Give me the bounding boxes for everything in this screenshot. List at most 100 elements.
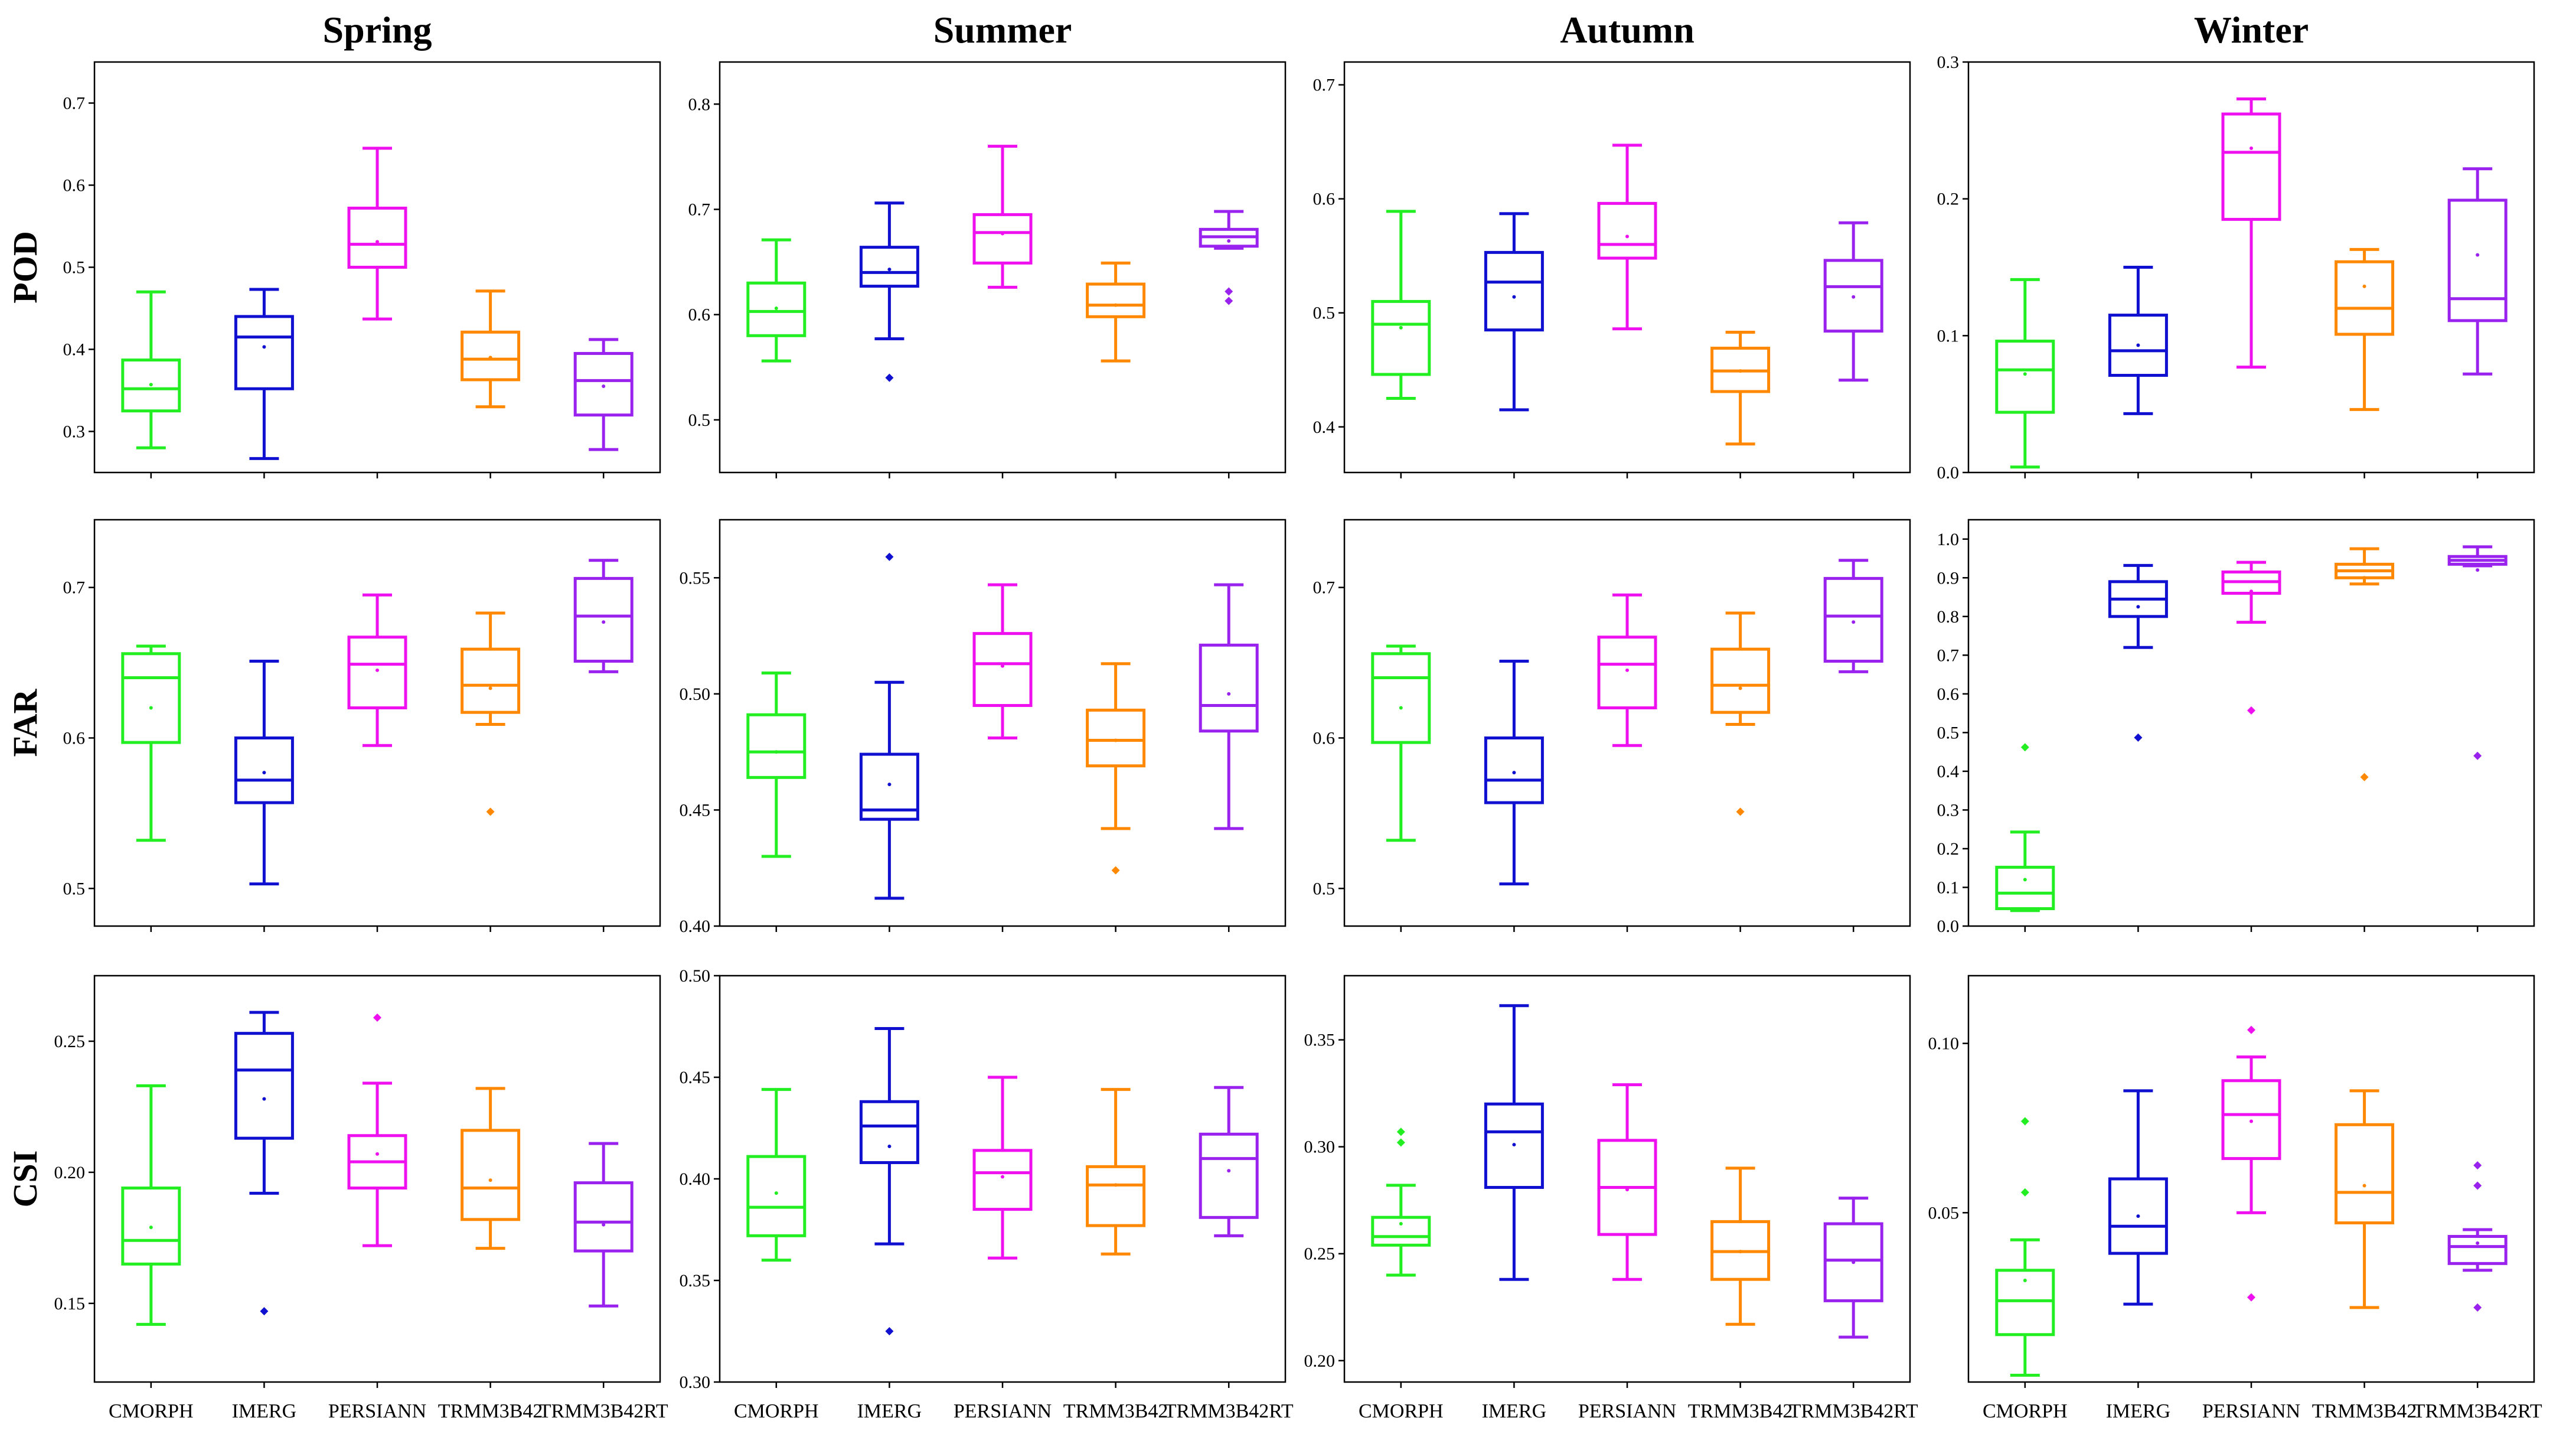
- x-category-label: TRMM3B42RT: [2413, 1400, 2542, 1422]
- mean-marker: [1114, 738, 1118, 742]
- y-tick-label: 0.7: [688, 200, 711, 219]
- mean-marker: [774, 750, 778, 754]
- mean-marker: [2136, 1214, 2140, 1218]
- box-cmorph: [746, 1088, 807, 1262]
- y-tick-label: 0.8: [688, 94, 711, 114]
- box-trmm3b42rt: [573, 338, 634, 451]
- x-category-label: TRMM3B42: [438, 1400, 543, 1422]
- box-persiann: [972, 145, 1033, 289]
- x-category-label: PERSIANN: [954, 1400, 1052, 1422]
- mean-marker: [2023, 878, 2027, 882]
- iqr-box: [2447, 1234, 2508, 1265]
- x-category-label: TRMM3B42: [1063, 1400, 1168, 1422]
- panel-pod-summer: 0.5 0.6 0.7 0.8: [688, 61, 1287, 478]
- mean-marker: [602, 384, 606, 389]
- mean-marker: [1227, 239, 1231, 243]
- iqr-box: [1086, 1165, 1146, 1227]
- box-cmorph: [121, 1084, 181, 1326]
- iqr-box: [1199, 1132, 1259, 1219]
- iqr-box: [972, 1149, 1033, 1211]
- box-imerg: [859, 1026, 919, 1335]
- mean-marker: [2362, 576, 2366, 580]
- iqr-box: [234, 736, 294, 804]
- mean-marker: [774, 307, 778, 310]
- y-tick-label: 0.30: [680, 1373, 711, 1392]
- y-tick-label: 0.10: [1928, 1034, 1960, 1054]
- outlier-marker: [2473, 1181, 2482, 1190]
- iqr-box: [573, 1181, 634, 1253]
- box-persiann: [972, 1076, 1033, 1260]
- iqr-box: [1823, 576, 1883, 663]
- panel-pod-autumn: 0.4 0.5 0.6 0.7: [1313, 61, 1911, 478]
- x-category-label: IMERG: [857, 1400, 922, 1422]
- box-trmm3b42rt: [573, 1142, 634, 1308]
- x-category-label: IMERG: [1482, 1400, 1547, 1422]
- outlier-marker: [1736, 807, 1745, 816]
- iqr-box: [2335, 260, 2395, 336]
- mean-marker: [2023, 1279, 2027, 1282]
- iqr-box: [1710, 647, 1771, 714]
- panel-far-winter: 0.0 0.1 0.2 0.3 0.4 0.5 0.6 0.7 0.8 0.9 1.0: [1937, 519, 2535, 936]
- y-tick-label: 0.25: [54, 1032, 86, 1051]
- season-title-autumn: Autumn: [1560, 9, 1695, 51]
- outlier-marker: [2247, 1025, 2255, 1034]
- iqr-box: [1995, 340, 2055, 414]
- iqr-box: [859, 1100, 919, 1164]
- iqr-box: [234, 1032, 294, 1140]
- mean-marker: [1001, 1175, 1004, 1179]
- iqr-box: [2108, 314, 2168, 377]
- mean-marker: [488, 1178, 492, 1182]
- mean-marker: [2362, 1184, 2366, 1188]
- mean-marker: [149, 383, 153, 387]
- box-trmm3b42: [1086, 662, 1146, 875]
- y-tick-label: 0.1: [1937, 326, 1960, 346]
- x-category-label: PERSIANN: [2202, 1400, 2300, 1422]
- box-persiann: [347, 146, 407, 321]
- iqr-box: [972, 213, 1033, 265]
- iqr-box: [1371, 652, 1431, 744]
- iqr-box: [2221, 112, 2281, 221]
- outlier-marker: [2247, 706, 2255, 715]
- box-imerg: [1484, 660, 1544, 886]
- iqr-box: [2447, 198, 2508, 322]
- outlier-marker: [2473, 1303, 2482, 1312]
- box-persiann: [2221, 560, 2281, 715]
- y-tick-label: 0.40: [680, 1169, 711, 1189]
- iqr-box: [746, 281, 807, 337]
- box-trmm3b42: [2335, 247, 2395, 411]
- iqr-box: [121, 652, 181, 744]
- x-category-label: CMORPH: [734, 1400, 819, 1422]
- mean-marker: [2476, 1241, 2480, 1245]
- mean-marker: [1625, 668, 1629, 672]
- panel-pod-winter: 0.0 0.1 0.2 0.3: [1937, 53, 2535, 483]
- mean-marker: [1738, 369, 1742, 373]
- box-trmm3b42rt: [2447, 167, 2508, 376]
- iqr-box: [1199, 643, 1259, 733]
- x-category-label: IMERG: [2106, 1400, 2171, 1422]
- box-cmorph: [746, 671, 807, 858]
- box-cmorph: [1995, 278, 2055, 469]
- mean-marker: [2023, 372, 2027, 376]
- row-label-far: FAR: [6, 688, 44, 757]
- y-tick-label: 0.7: [1313, 578, 1336, 598]
- box-trmm3b42rt: [1823, 1197, 1883, 1339]
- panel-far-autumn: 0.5 0.6 0.7: [1313, 519, 1911, 932]
- y-tick-label: 0.5: [63, 258, 86, 278]
- outlier-marker: [1225, 296, 1233, 305]
- mean-marker: [1512, 1143, 1516, 1147]
- iqr-box: [1995, 1269, 2055, 1337]
- box-trmm3b42: [1710, 1166, 1771, 1326]
- mean-marker: [1512, 295, 1516, 299]
- mean-marker: [1852, 295, 1856, 299]
- mean-marker: [2362, 284, 2366, 288]
- mean-marker: [887, 783, 892, 787]
- mean-marker: [1399, 325, 1403, 330]
- panel-far-spring: 0.5 0.6 0.7: [63, 519, 661, 932]
- box-persiann: [1597, 144, 1657, 331]
- panel-far-summer: 0.40 0.45 0.50 0.55: [680, 519, 1287, 936]
- mean-marker: [1001, 664, 1004, 668]
- outlier-marker: [2247, 1293, 2255, 1302]
- y-tick-label: 0.4: [63, 340, 86, 360]
- y-tick-label: 1.0: [1937, 530, 1960, 549]
